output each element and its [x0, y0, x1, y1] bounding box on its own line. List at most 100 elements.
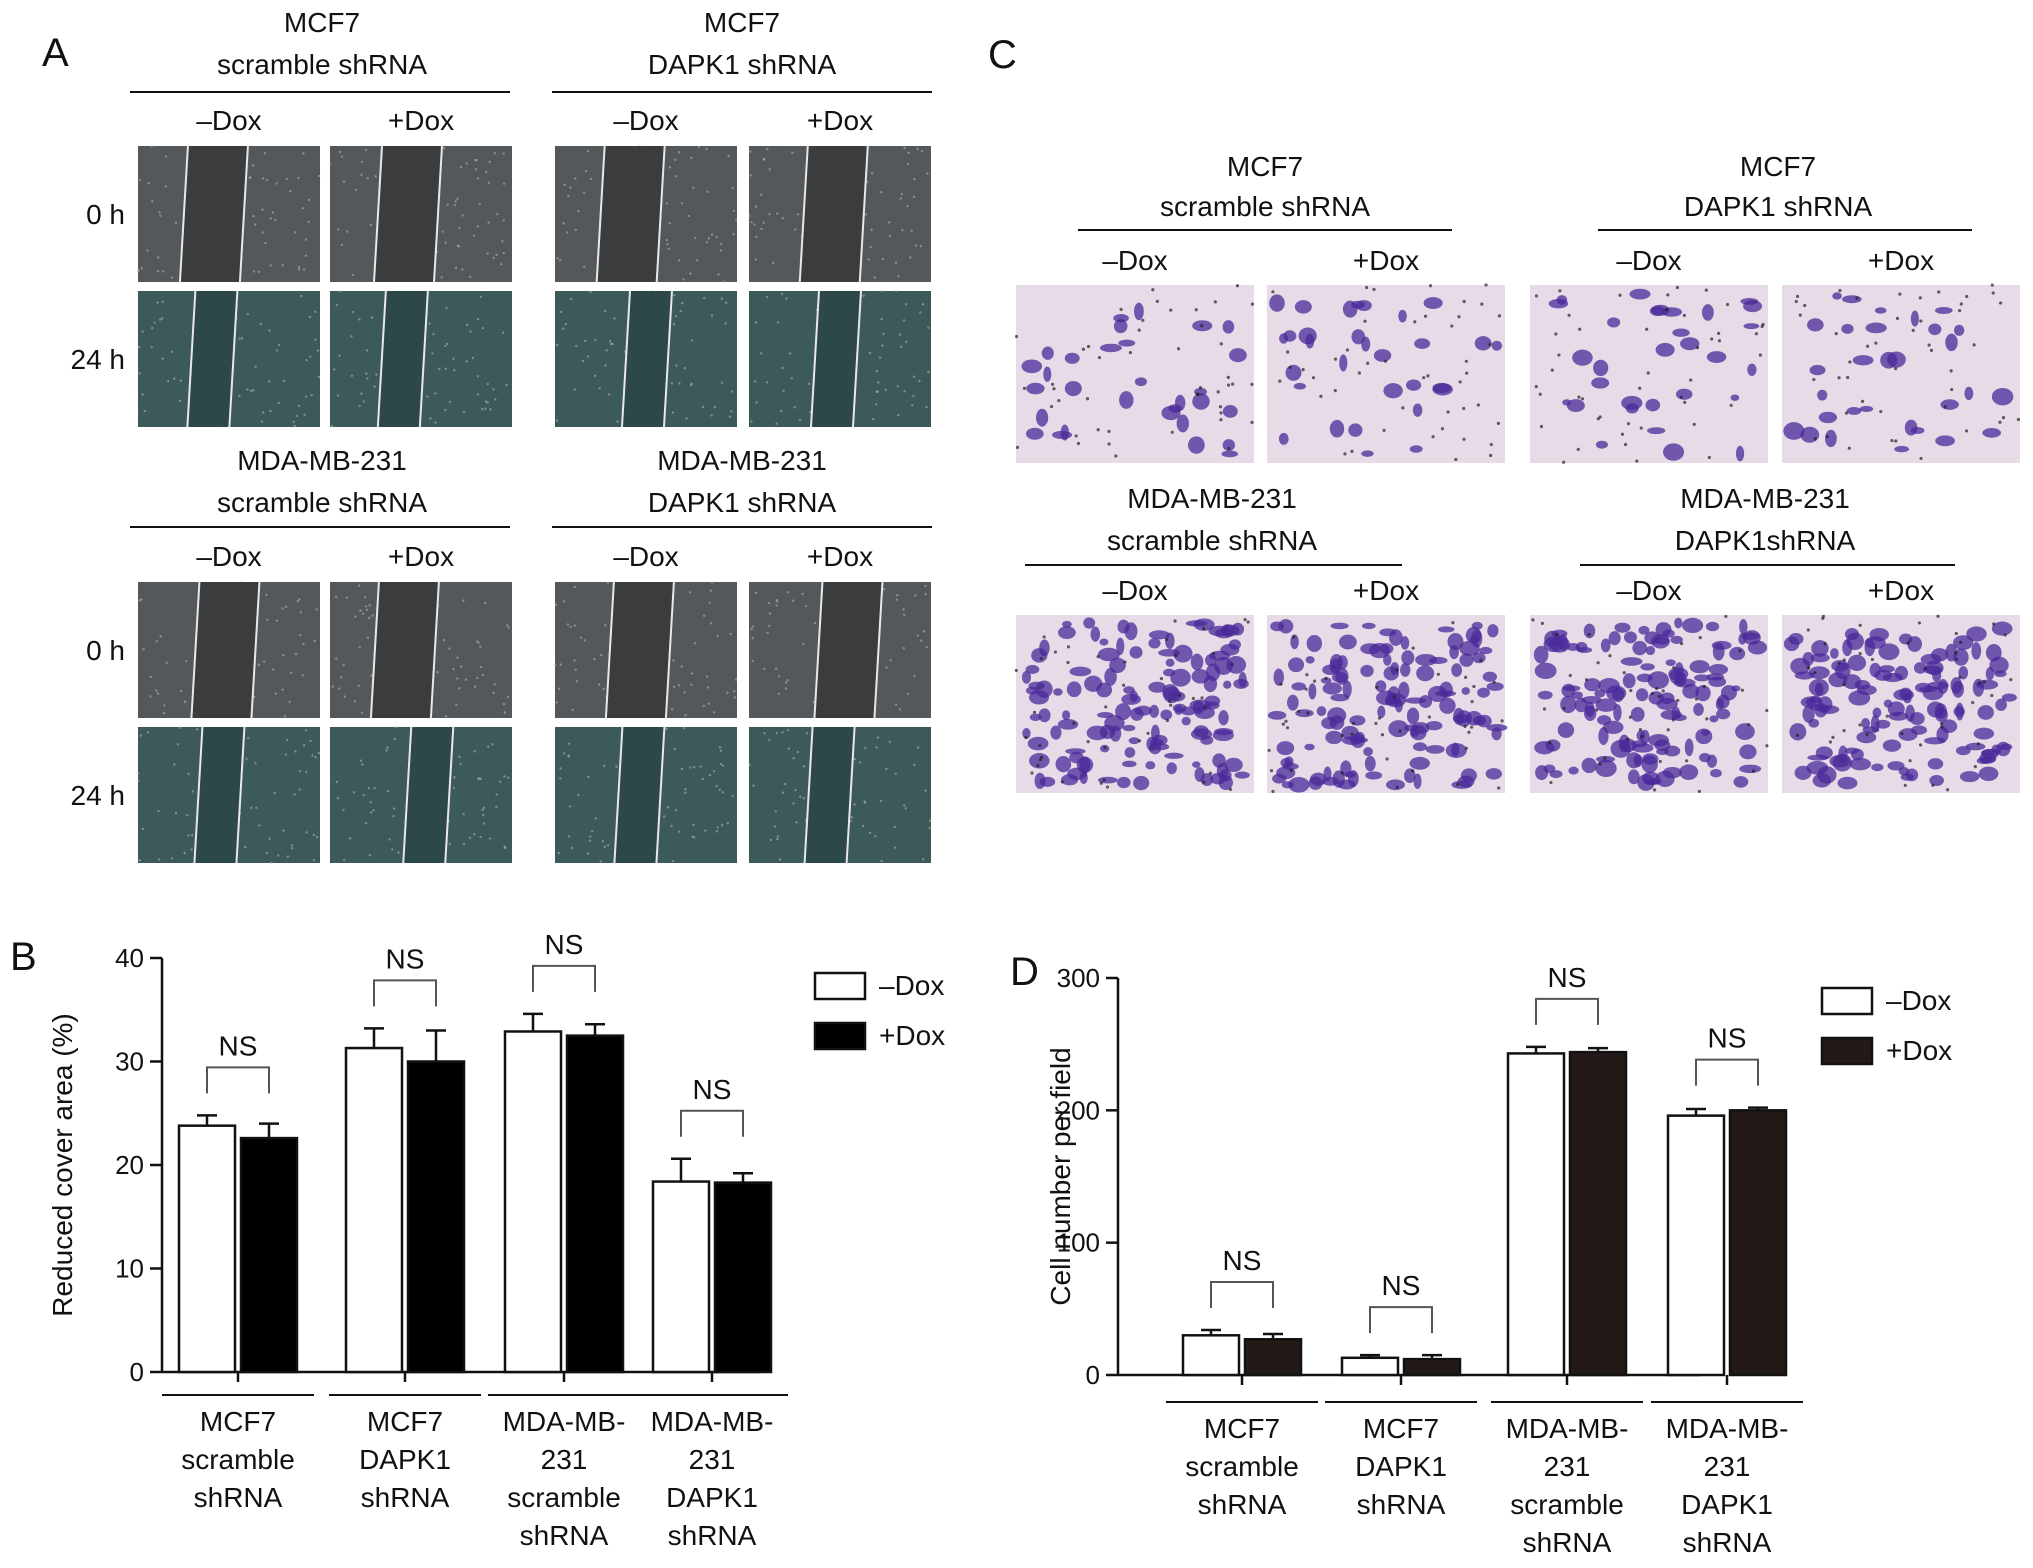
cell-speckle — [329, 162, 332, 166]
stained-cell — [1581, 757, 1597, 774]
cell-speckle — [195, 728, 199, 731]
membrane-pore — [1411, 646, 1415, 650]
cell-speckle — [775, 598, 779, 602]
membrane-pore — [1657, 694, 1661, 698]
cell-speckle — [573, 659, 576, 662]
cell-speckle — [157, 809, 160, 813]
cell-speckle — [183, 700, 187, 704]
cell-speckle — [147, 731, 150, 734]
cell-speckle — [582, 191, 586, 194]
membrane-pore — [1096, 428, 1100, 432]
cell-speckle — [502, 182, 506, 185]
cell-speckle — [913, 178, 916, 181]
membrane-pore — [1146, 731, 1150, 735]
wound-gap — [596, 146, 665, 282]
membrane-pore — [1939, 721, 1944, 726]
stained-cell — [1212, 729, 1234, 742]
stained-cell — [1945, 333, 1958, 352]
membrane-pore — [1671, 718, 1675, 722]
cell-speckle — [670, 824, 673, 828]
membrane-pore — [1333, 388, 1337, 393]
membrane-pore — [1423, 314, 1428, 318]
membrane-pore — [1542, 707, 1547, 711]
cell-speckle — [285, 177, 288, 181]
membrane-pore — [1945, 788, 1950, 792]
cell-speckle — [179, 379, 183, 382]
stained-cell — [1031, 648, 1048, 663]
cell-speckle — [675, 174, 678, 178]
membrane-pore — [1464, 359, 1468, 363]
cell-speckle — [301, 207, 305, 210]
cell-speckle — [712, 770, 716, 773]
stained-cell — [1097, 776, 1118, 784]
cell-speckle — [859, 761, 862, 764]
membrane-pore — [1208, 771, 1213, 775]
stained-cell — [1460, 768, 1477, 783]
cell-speckle — [369, 811, 373, 814]
membrane-pore — [1032, 710, 1037, 715]
cell-speckle — [894, 772, 897, 775]
membrane-pore — [1698, 636, 1702, 640]
cell-speckle — [317, 751, 321, 755]
stained-cell — [1025, 427, 1044, 440]
cell-speckle — [476, 676, 479, 680]
stained-cell — [1226, 655, 1247, 674]
cell-speckle — [488, 837, 492, 840]
wound-gap — [810, 291, 861, 427]
stained-cell — [1931, 648, 1949, 662]
cell-speckle — [293, 793, 296, 796]
cell-speckle — [775, 732, 778, 735]
cell-speckle — [689, 766, 692, 769]
cell-speckle — [366, 177, 369, 180]
membrane-pore — [1803, 303, 1807, 308]
cell-speckle — [459, 165, 463, 169]
wound-gap — [187, 291, 238, 427]
stained-cell — [1832, 753, 1852, 772]
cell-speckle — [673, 294, 676, 297]
cell-speckle — [365, 608, 369, 612]
cell-speckle — [462, 599, 465, 602]
cell-speckle — [754, 258, 757, 261]
stained-cell — [1701, 729, 1710, 736]
stained-cell — [1571, 691, 1583, 700]
cell-speckle — [767, 601, 771, 605]
membrane-pore — [1539, 424, 1544, 429]
stained-cell — [1669, 669, 1684, 685]
stained-cell — [1050, 725, 1062, 740]
y-axis-label: Cell number per field — [1045, 1047, 1076, 1305]
panel-a-condition-label: –Dox — [613, 541, 678, 572]
cell-speckle — [473, 832, 476, 836]
cell-speckle — [870, 228, 873, 231]
cell-speckle — [713, 405, 717, 409]
membrane-pore — [1855, 296, 1859, 300]
membrane-pore — [1312, 679, 1317, 683]
cell-speckle — [300, 294, 303, 298]
stained-cell — [1875, 719, 1891, 729]
cell-speckle — [302, 152, 305, 155]
stained-cell — [1222, 405, 1238, 418]
membrane-pore — [1096, 655, 1100, 659]
membrane-pore — [1549, 780, 1553, 785]
cell-speckle — [486, 252, 489, 255]
stained-cell — [1869, 662, 1881, 678]
cell-speckle — [476, 318, 480, 321]
stained-cell — [1608, 631, 1621, 646]
membrane-pore — [1821, 614, 1826, 618]
cell-speckle — [364, 605, 368, 608]
stained-cell — [1953, 324, 1965, 336]
cell-speckle — [340, 155, 344, 158]
membrane-pore — [1066, 660, 1070, 665]
cell-speckle — [190, 848, 193, 851]
stained-cell — [1273, 668, 1284, 686]
cell-speckle — [893, 846, 897, 849]
membrane-pore — [1200, 324, 1204, 328]
cell-speckle — [141, 393, 144, 396]
membrane-pore — [1954, 657, 1959, 662]
bar — [239, 1136, 299, 1374]
cell-speckle — [137, 268, 140, 272]
cell-speckle — [715, 784, 718, 788]
cell-speckle — [238, 337, 241, 340]
stained-cell — [1717, 694, 1730, 709]
cell-speckle — [358, 318, 361, 321]
cell-speckle — [458, 755, 461, 759]
